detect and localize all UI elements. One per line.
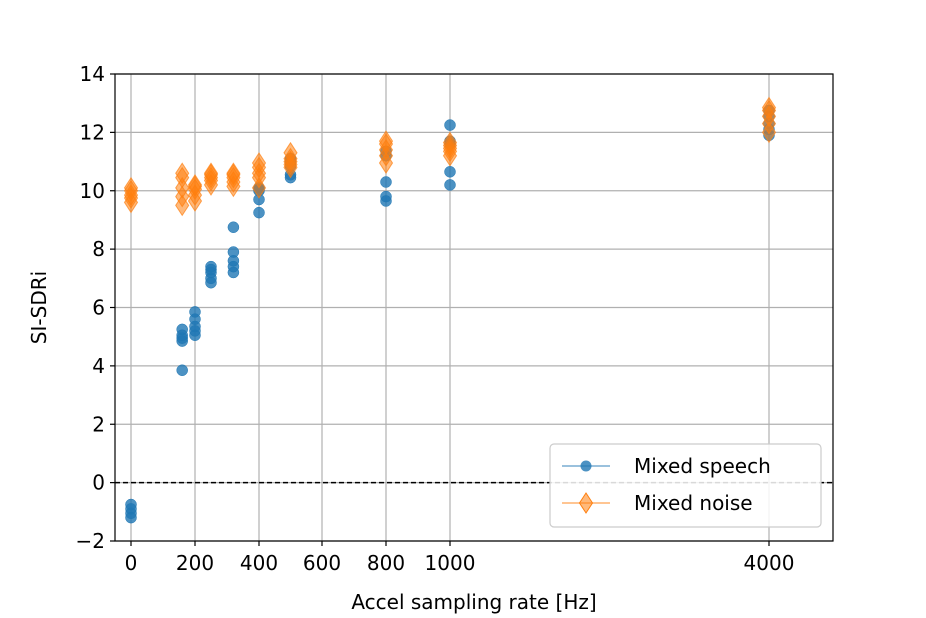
data-point-diamond — [187, 173, 203, 196]
x-tick-label: 4000 — [744, 551, 795, 575]
x-tick-label: 200 — [176, 551, 214, 575]
series-mixed-noise — [123, 96, 777, 217]
data-point-diamond — [123, 176, 139, 199]
data-point-circle — [176, 364, 188, 377]
data-point-circle — [125, 511, 137, 524]
legend-label: Mixed noise — [634, 491, 753, 515]
y-tick-label: 10 — [80, 179, 105, 203]
data-point-circle — [227, 246, 240, 258]
data-point-circle — [444, 179, 456, 191]
data-series — [123, 96, 777, 524]
y-tick-label: 6 — [92, 296, 105, 320]
y-tick-label: 0 — [92, 471, 105, 495]
x-axis-label: Accel sampling rate [Hz] — [351, 590, 596, 614]
data-point-circle — [176, 323, 188, 336]
data-point-diamond — [378, 130, 394, 153]
y-tick-label: 12 — [80, 120, 105, 144]
data-point-circle — [227, 221, 240, 233]
data-point-diamond — [442, 131, 458, 154]
y-tick-label: 14 — [80, 62, 105, 86]
data-point-circle — [205, 260, 217, 273]
y-tick-label: 8 — [92, 237, 105, 261]
data-point-diamond — [251, 152, 267, 174]
data-point-diamond — [226, 162, 241, 185]
data-point-circle — [189, 306, 201, 318]
legend-item: Mixed noise — [562, 491, 753, 515]
x-tick-label: 400 — [240, 551, 278, 575]
data-point-diamond — [203, 162, 219, 185]
legend: Mixed speech Mixed noise — [549, 443, 822, 528]
data-point-diamond — [283, 141, 298, 164]
data-point-diamond — [761, 96, 777, 119]
legend-item: Mixed speech — [562, 454, 771, 478]
data-point-circle — [253, 206, 265, 219]
y-tick-label: −2 — [76, 529, 105, 553]
x-tick-label: 0 — [125, 551, 138, 575]
legend-box — [549, 443, 822, 528]
legend-marker-diamond — [578, 492, 594, 514]
y-tick-label: 2 — [92, 412, 105, 436]
axis-ticks: −2 0 2 4 6 8 10 12 14 0 200 400 600 800 1000 4000 — [76, 62, 795, 575]
data-point-circle — [380, 190, 392, 203]
legend-marker-circle — [580, 460, 592, 472]
x-tick-label: 1000 — [425, 551, 476, 575]
data-point-circle — [444, 119, 456, 131]
x-tick-label: 800 — [367, 551, 405, 575]
x-tick-label: 600 — [303, 551, 341, 575]
y-axis-label: SI-SDRi — [27, 271, 51, 344]
data-point-circle — [444, 166, 456, 178]
data-point-diamond — [175, 162, 190, 185]
data-point-circle — [380, 176, 392, 188]
legend-label: Mixed speech — [634, 454, 771, 478]
y-tick-label: 4 — [92, 354, 105, 378]
